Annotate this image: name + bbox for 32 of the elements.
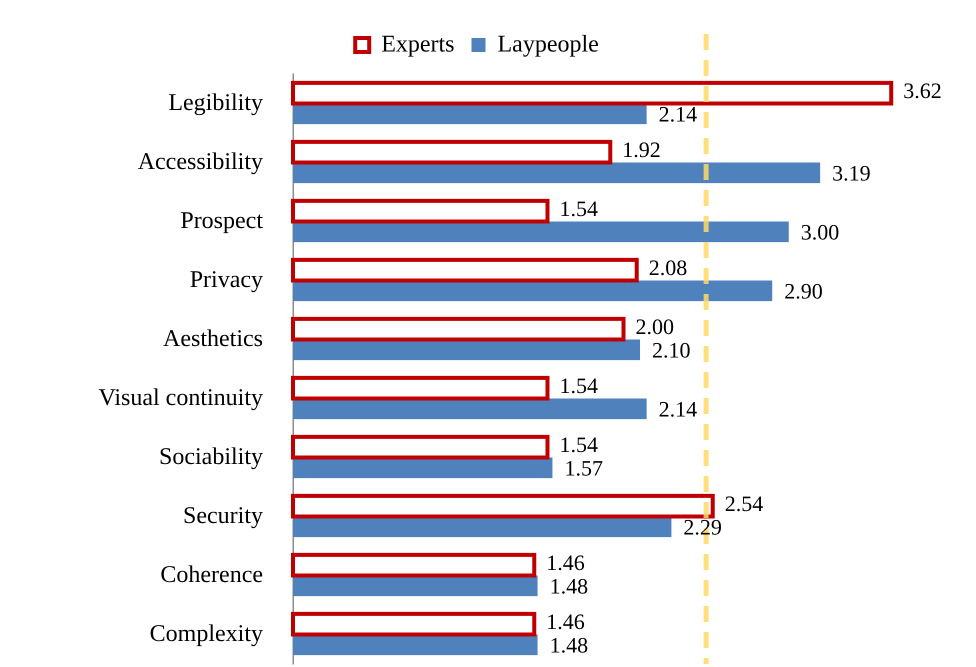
y-tick-label: Aesthetics <box>163 326 263 352</box>
data-label: 2.90 <box>784 278 823 304</box>
data-label: 1.48 <box>550 632 588 658</box>
data-label: 2.08 <box>648 254 688 280</box>
data-label: 2.14 <box>658 102 698 127</box>
data-label: 3.00 <box>800 220 840 245</box>
y-tick-label: Coherence <box>160 562 263 588</box>
legend-label: Experts <box>381 31 455 58</box>
data-label: 1.54 <box>559 196 598 221</box>
data-label: 3.19 <box>832 160 871 186</box>
y-tick-label: Legibility <box>168 90 263 116</box>
data-label: 1.46 <box>546 550 585 575</box>
y-tick-label: Accessibility <box>138 148 263 175</box>
y-tick-label: Security <box>183 502 263 529</box>
y-tick-label: Sociability <box>159 444 263 470</box>
data-label: 1.48 <box>550 574 588 599</box>
y-tick-label: Complexity <box>150 620 263 647</box>
y-tick-label: Privacy <box>190 266 263 293</box>
data-label: 1.54 <box>559 432 598 457</box>
data-label: 2.29 <box>683 514 722 540</box>
legend-label: Laypeople <box>498 31 599 58</box>
data-label: 1.46 <box>546 608 585 634</box>
data-label: 2.14 <box>658 396 698 422</box>
y-tick-label: Prospect <box>180 208 264 234</box>
data-label: 1.57 <box>564 456 603 481</box>
data-label: 1.92 <box>622 136 661 162</box>
data-label: 1.54 <box>559 372 598 398</box>
data-label: 2.10 <box>652 338 691 363</box>
data-label: 3.62 <box>903 78 942 103</box>
data-label: 2.00 <box>636 314 674 339</box>
data-label: 2.54 <box>724 490 764 516</box>
y-tick-label: Visual continuity <box>98 384 263 411</box>
